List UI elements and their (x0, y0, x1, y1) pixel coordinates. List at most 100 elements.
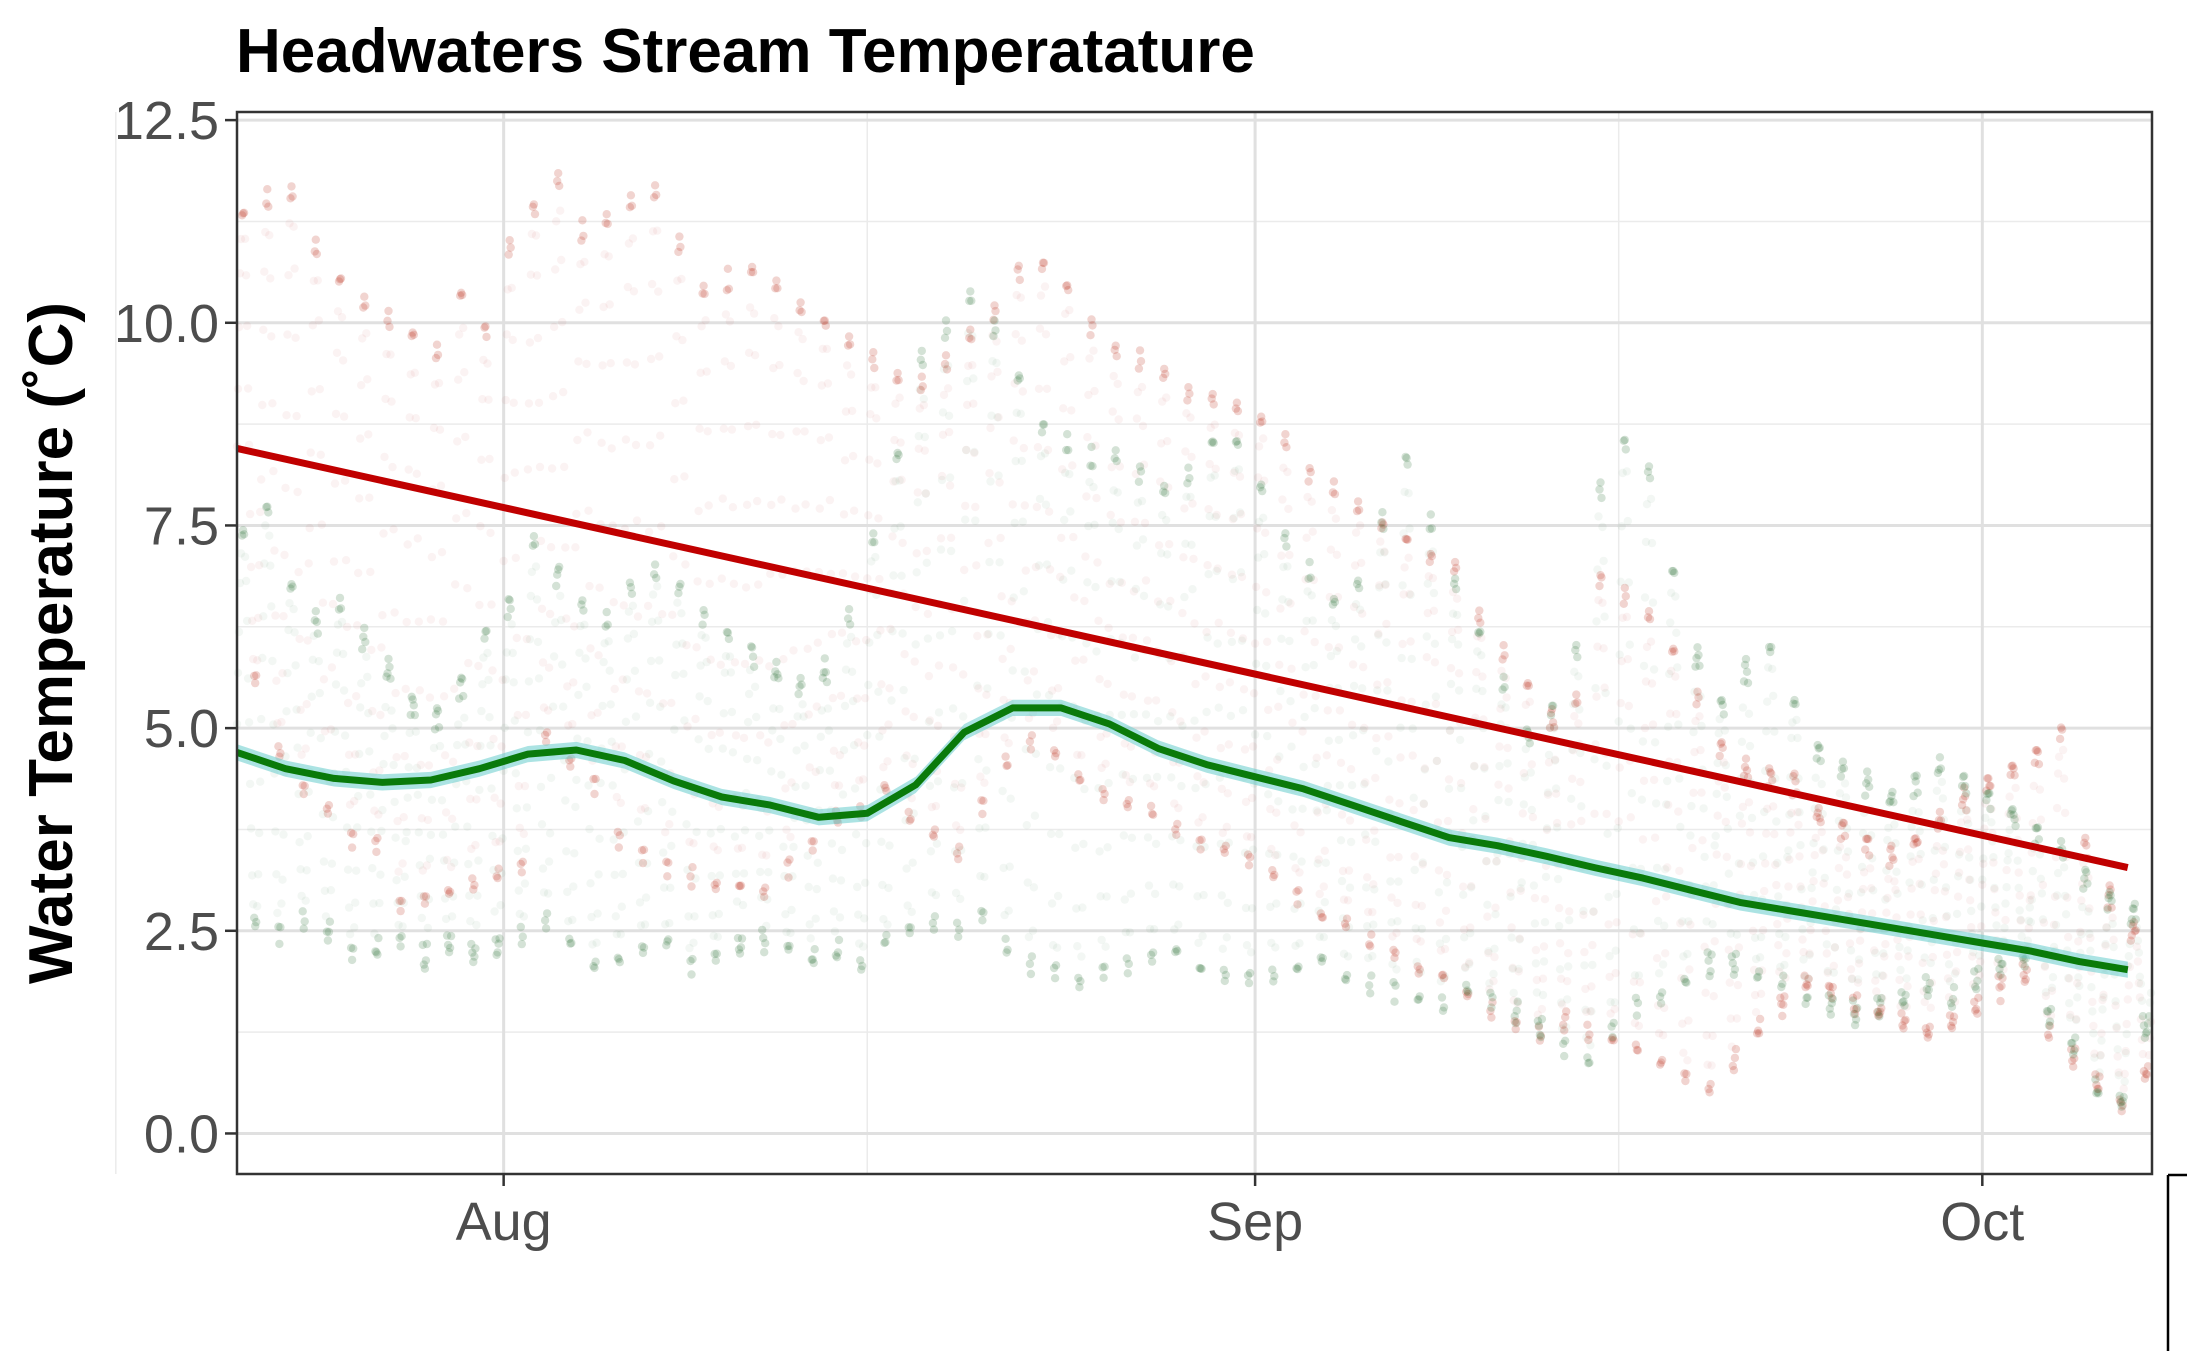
red-data-point (1025, 737, 1035, 746)
red-data-point (1419, 799, 1429, 809)
red-data-point (1770, 830, 1779, 839)
green-data-point (1118, 770, 1128, 779)
red-data-point (834, 781, 844, 790)
green-data-point (1037, 428, 1047, 437)
green-data-point (1020, 667, 1029, 676)
red-data-point (487, 600, 496, 609)
green-data-point (1600, 612, 1609, 621)
green-data-point (1645, 474, 1655, 483)
red-data-point (946, 533, 956, 542)
green-data-point (1693, 643, 1702, 652)
green-data-point (2043, 1007, 2053, 1016)
green-data-point (411, 727, 420, 736)
green-data-point (2087, 983, 2096, 992)
red-data-point (327, 663, 337, 672)
red-data-point (1268, 866, 1277, 875)
red-data-point (1536, 1031, 1546, 1041)
green-data-point (1135, 462, 1145, 471)
green-data-point (1604, 892, 1613, 902)
green-data-point (1245, 968, 1255, 978)
green-data-point (1190, 716, 1199, 725)
red-data-point (1892, 913, 1901, 922)
red-data-point (2114, 1068, 2123, 1077)
red-data-point (413, 534, 422, 543)
green-data-point (1027, 952, 1037, 961)
green-data-point (1764, 663, 1773, 672)
red-data-point (836, 691, 846, 700)
green-data-point (481, 627, 490, 636)
red-data-point (1561, 1013, 1570, 1022)
red-data-point (897, 475, 906, 484)
red-data-point (1090, 386, 1099, 396)
red-data-point (1131, 469, 1141, 479)
green-data-point (419, 960, 429, 969)
green-data-point (824, 726, 834, 735)
green-data-point (293, 743, 302, 752)
red-data-point (771, 284, 780, 293)
green-data-point (1818, 809, 1827, 819)
red-data-point (241, 271, 251, 280)
green-data-point (1727, 952, 1737, 961)
green-data-point (2065, 999, 2074, 1008)
red-data-point (1240, 745, 1250, 754)
red-data-point (1217, 784, 1227, 794)
green-data-point (1226, 711, 1236, 721)
red-data-point (1893, 935, 1902, 944)
green-data-point (1607, 1022, 1616, 1031)
green-data-point (2135, 972, 2145, 981)
red-data-point (1484, 948, 1493, 958)
red-data-point (489, 734, 498, 744)
green-data-point (1429, 588, 1439, 598)
green-data-point (1444, 784, 1454, 793)
green-data-point (1799, 955, 1808, 964)
green-data-point (1359, 726, 1368, 735)
green-data-point (1563, 995, 1572, 1004)
green-data-point (1664, 722, 1673, 731)
green-data-point (960, 596, 969, 606)
green-data-point (290, 628, 299, 637)
green-data-point (922, 558, 931, 567)
red-data-point (647, 279, 657, 289)
green-data-point (1552, 823, 1562, 832)
green-data-point (1789, 699, 1798, 708)
red-data-point (853, 694, 862, 703)
red-data-point (471, 840, 480, 850)
red-data-point (1088, 321, 1097, 330)
red-data-point (1948, 1017, 1958, 1027)
green-data-point (474, 856, 483, 865)
green-data-point (1511, 1018, 1520, 1028)
green-data-point (296, 865, 305, 874)
green-data-point (445, 943, 455, 953)
green-data-point (1897, 988, 1906, 997)
green-data-point (509, 678, 518, 687)
green-data-point (1983, 789, 1992, 799)
green-data-point (345, 930, 355, 939)
green-data-point (1203, 633, 1212, 642)
red-data-point (2139, 1067, 2149, 1076)
red-data-point (1617, 657, 1626, 666)
green-data-point (1111, 446, 1120, 455)
red-data-point (1716, 739, 1725, 748)
green-data-point (1240, 848, 1250, 857)
green-data-point (1587, 1007, 1596, 1016)
green-data-point (391, 833, 400, 842)
green-data-point (1360, 780, 1369, 789)
green-data-point (1595, 485, 1604, 494)
red-data-point (1365, 940, 1374, 949)
red-data-point (2052, 803, 2062, 813)
green-data-point (1094, 784, 1103, 793)
green-data-point (1377, 518, 1386, 527)
red-data-point (535, 462, 545, 472)
red-data-point (1850, 1009, 1860, 1019)
red-data-point (874, 514, 883, 523)
red-data-point (976, 772, 985, 781)
red-data-point (2063, 893, 2072, 902)
green-data-point (1507, 933, 1516, 942)
green-data-point (895, 476, 904, 485)
x-axis: Aug Sep Oct (456, 1174, 2024, 1252)
red-data-point (1963, 815, 1972, 824)
red-data-point (1369, 880, 1378, 889)
green-data-point (2056, 837, 2066, 846)
red-data-point (1314, 855, 1323, 864)
red-data-point (1945, 1011, 1955, 1020)
